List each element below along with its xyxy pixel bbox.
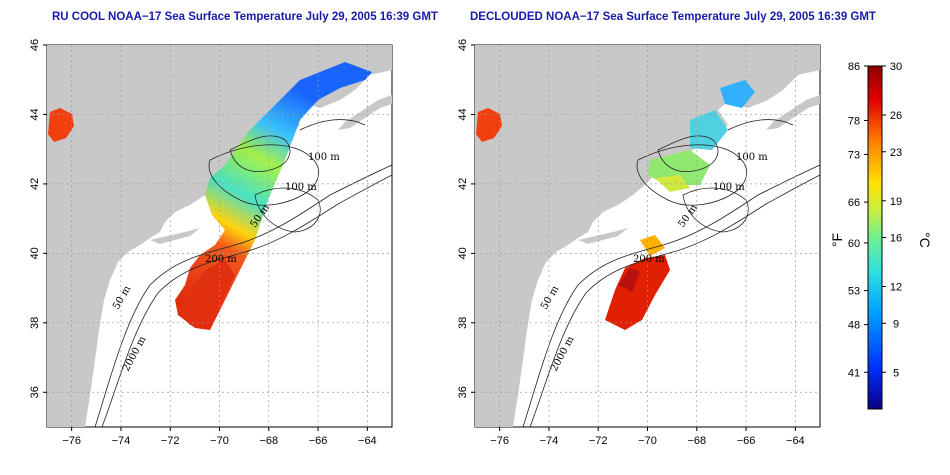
lat-tick-label: 42 bbox=[457, 178, 469, 190]
fahrenheit-tick-label: 41 bbox=[848, 367, 860, 379]
warm-patch bbox=[640, 235, 665, 256]
lat-tick-label: 38 bbox=[457, 317, 469, 329]
lat-tick-label: 46 bbox=[29, 39, 41, 51]
lon-tick-label: −74 bbox=[112, 435, 131, 447]
lon-tick-label: −64 bbox=[786, 435, 805, 447]
lon-tick-label: −68 bbox=[687, 435, 706, 447]
fahrenheit-tick-label: 48 bbox=[848, 320, 860, 332]
lon-tick-label: −76 bbox=[490, 435, 509, 447]
warm-core bbox=[178, 260, 235, 328]
lat-tick-label: 36 bbox=[457, 386, 469, 398]
lat-tick-label: 38 bbox=[29, 317, 41, 329]
warm-core bbox=[605, 255, 670, 330]
lon-tick-label: −66 bbox=[309, 435, 328, 447]
long-island-land bbox=[578, 228, 628, 244]
fahrenheit-tick-label: 53 bbox=[848, 286, 860, 298]
warm-lake-patch bbox=[476, 108, 502, 142]
left-map-ticks: −76 −74 −72 −70 −68 −66 −64 36 38 40 42 44 46 bbox=[29, 39, 377, 447]
warm-core bbox=[618, 268, 640, 292]
colorbar-ticks: 30 26 23 19 16 12 9 5 86 78 73 66 60 53 48 41 bbox=[848, 61, 902, 379]
left-map-gridlines bbox=[47, 45, 392, 427]
warm-lake-patch bbox=[48, 108, 74, 142]
lon-tick-label: −70 bbox=[210, 435, 229, 447]
bathymetry-contours bbox=[94, 119, 393, 428]
nova-scotia-land bbox=[338, 95, 392, 130]
celsius-tick-label: 23 bbox=[890, 147, 902, 159]
lat-tick-label: 44 bbox=[29, 108, 41, 120]
lon-tick-label: −70 bbox=[638, 435, 657, 447]
contour-label: 100 m bbox=[736, 152, 768, 163]
celsius-tick-label: 19 bbox=[890, 196, 902, 208]
lat-tick-label: 46 bbox=[457, 39, 469, 51]
lon-tick-label: −68 bbox=[259, 435, 278, 447]
celsius-tick-label: 5 bbox=[893, 367, 899, 379]
lat-tick-label: 40 bbox=[29, 247, 41, 259]
lon-tick-label: −74 bbox=[540, 435, 559, 447]
celsius-tick-label: 12 bbox=[890, 282, 902, 294]
fahrenheit-tick-label: 86 bbox=[848, 61, 860, 73]
contour-label: 100 m bbox=[713, 182, 745, 193]
bathymetry-contours bbox=[522, 119, 821, 428]
contour-label: 100 m bbox=[285, 182, 317, 193]
celsius-tick-label: 16 bbox=[890, 233, 902, 245]
fahrenheit-tick-label: 78 bbox=[848, 115, 860, 127]
lon-tick-label: −66 bbox=[737, 435, 756, 447]
lon-tick-label: −72 bbox=[589, 435, 608, 447]
lon-tick-label: −72 bbox=[161, 435, 180, 447]
contour-label: 200 m bbox=[205, 254, 237, 265]
cool-patch bbox=[690, 110, 728, 150]
celsius-tick-label: 26 bbox=[890, 110, 902, 122]
lon-tick-label: −64 bbox=[358, 435, 377, 447]
lat-tick-label: 44 bbox=[457, 108, 469, 120]
right-map-title: DECLOUDED NOAA−17 Sea Surface Temperatur… bbox=[470, 11, 876, 23]
land-mass bbox=[475, 45, 820, 427]
celsius-tick-label: 9 bbox=[893, 318, 899, 330]
fahrenheit-tick-label: 73 bbox=[848, 149, 860, 161]
right-sst-map: 100 m 100 m 50 m 200 m 50 m 2000 m −76 −7… bbox=[457, 39, 821, 447]
lat-tick-label: 36 bbox=[29, 386, 41, 398]
fahrenheit-tick-label: 60 bbox=[848, 238, 860, 250]
contour-label: 200 m bbox=[633, 254, 665, 265]
lon-tick-label: −76 bbox=[62, 435, 81, 447]
long-island-land bbox=[150, 228, 200, 244]
left-sst-map: 100 m 100 m 50 m 200 m 50 m 2000 m −76 −7… bbox=[29, 39, 393, 447]
nova-scotia-land bbox=[766, 95, 820, 130]
fahrenheit-tick-label: 66 bbox=[848, 197, 860, 209]
celsius-tick-label: 30 bbox=[890, 61, 902, 73]
mid-patch bbox=[655, 175, 690, 192]
right-map-ticks: −76 −74 −72 −70 −68 −66 −64 36 38 40 42 44 46 bbox=[457, 39, 805, 447]
right-map-gridlines bbox=[475, 45, 820, 427]
land-mass bbox=[47, 45, 392, 427]
left-map-title: RU COOL NOAA−17 Sea Surface Temperature … bbox=[52, 11, 438, 23]
colorbar-gradient bbox=[867, 65, 883, 410]
temperature-colorbar: 30 26 23 19 16 12 9 5 86 78 73 66 60 53 48 41 °F °C bbox=[829, 61, 933, 410]
celsius-unit-label: °C bbox=[917, 232, 933, 248]
fahrenheit-unit-label: °F bbox=[829, 233, 845, 247]
lat-tick-label: 40 bbox=[457, 247, 469, 259]
mid-patch bbox=[648, 150, 710, 185]
lat-tick-label: 42 bbox=[29, 178, 41, 190]
contour-label: 100 m bbox=[308, 152, 340, 163]
